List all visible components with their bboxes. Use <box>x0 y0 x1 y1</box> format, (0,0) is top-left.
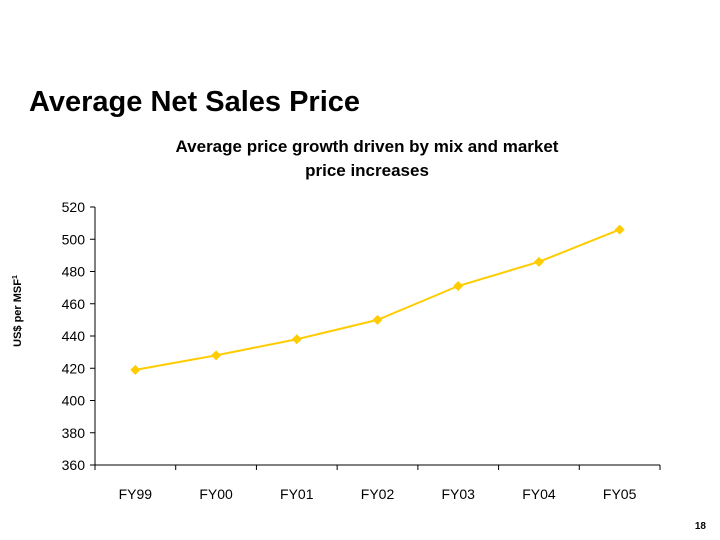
y-tick-label: 380 <box>62 425 86 441</box>
x-tick-label: FY01 <box>280 486 314 502</box>
x-tick-label: FY99 <box>119 486 153 502</box>
slide-title: Average Net Sales Price <box>29 86 361 118</box>
x-tick-label: FY05 <box>603 486 637 502</box>
y-tick-label: 460 <box>62 296 86 312</box>
series-line <box>135 228 621 371</box>
y-tick-label: 480 <box>62 264 86 280</box>
x-tick-label: FY00 <box>199 486 233 502</box>
x-tick-label: FY02 <box>361 486 395 502</box>
data-point <box>291 334 302 345</box>
y-tick-label: 520 <box>62 199 86 215</box>
x-tick-label: FY03 <box>441 486 475 502</box>
page-number: 18 <box>694 521 706 532</box>
data-point <box>211 350 222 361</box>
y-tick-label: 500 <box>62 231 86 247</box>
y-tick-label: 420 <box>62 360 86 376</box>
y-tick-label: 440 <box>62 328 86 344</box>
chart-subtitle: Average price growth driven by mix and m… <box>120 135 614 183</box>
axes: 360 380 400 420 440 460 480 500 520 FY99 FY00 FY01 F… <box>62 199 661 502</box>
data-point <box>614 224 625 235</box>
y-axis-label: US$ per MSF1 <box>12 275 24 347</box>
series-layer <box>130 224 625 375</box>
data-point <box>453 281 464 292</box>
data-point <box>372 314 383 325</box>
y-tick-label: 360 <box>62 457 86 473</box>
x-tick-label: FY04 <box>522 486 556 502</box>
chart-subtitle-line-2: price increases <box>305 161 429 180</box>
data-point <box>533 256 544 267</box>
chart-subtitle-line-1: Average price growth driven by mix and m… <box>175 137 559 156</box>
y-tick-label: 400 <box>62 393 86 409</box>
data-point <box>130 364 141 375</box>
